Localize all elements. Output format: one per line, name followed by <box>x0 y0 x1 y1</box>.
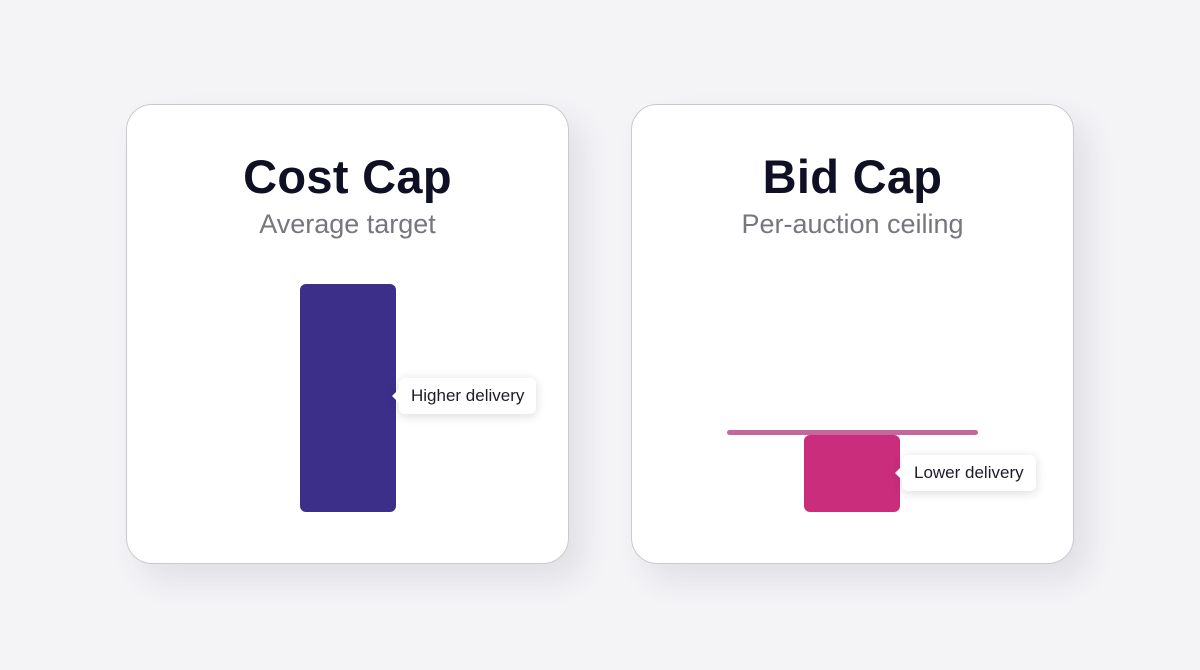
cost-cap-delivery-bar <box>300 284 396 512</box>
bid-cap-subtitle: Per-auction ceiling <box>741 209 964 239</box>
bid-cap-ceiling-line <box>727 430 978 435</box>
cost-cap-delivery-label: Higher delivery <box>391 378 537 414</box>
bid-cap-title: Bid Cap <box>762 150 943 203</box>
bid-cap-card: Bid Cap Per-auction ceiling Lower delive… <box>631 104 1074 564</box>
cost-cap-card: Cost Cap Average target Higher delivery <box>126 104 569 564</box>
bid-cap-delivery-label: Lower delivery <box>895 455 1036 491</box>
bid-cap-delivery-bar <box>804 435 900 512</box>
cost-cap-title: Cost Cap <box>243 150 452 203</box>
cost-cap-subtitle: Average target <box>259 209 436 239</box>
